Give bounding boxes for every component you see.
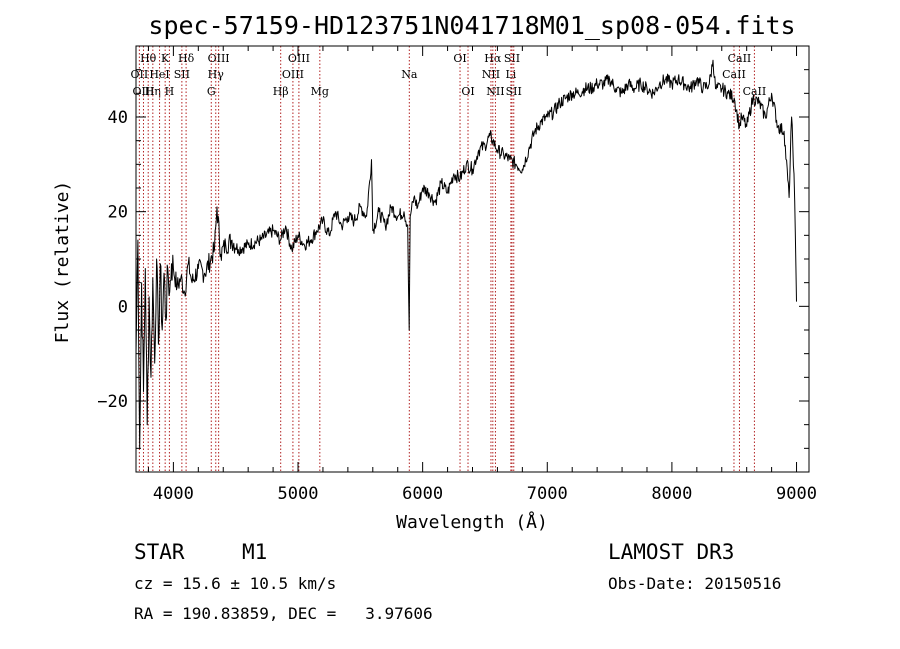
marker-label-9: OIII: [208, 52, 230, 65]
marker-label-13: OIII: [282, 68, 304, 81]
marker-label-27: CaII: [743, 85, 767, 98]
x-axis: 4000 5000 6000 7000 8000 9000: [147, 46, 817, 504]
marker-label-14: OIII: [288, 52, 310, 65]
series-line-0: [135, 59, 797, 449]
marker-label-0: Hθ: [140, 52, 157, 65]
marker-label-25: CaII: [728, 52, 752, 65]
marker-label-19: Hα: [484, 52, 502, 65]
marker-label-24: SII: [506, 85, 522, 98]
x-tick-label-9000: 9000: [776, 484, 817, 504]
observation-date: Obs-Date: 20150516: [608, 574, 782, 593]
marker-label-6: H: [165, 85, 175, 98]
x-tick-label-5000: 5000: [278, 484, 319, 504]
marker-label-7: SII: [174, 68, 190, 81]
survey-name: LAMOST DR3: [608, 540, 735, 564]
object-subclass: M1: [242, 540, 268, 564]
y-tick-label-0: 0: [118, 297, 128, 317]
plot-frame: [135, 45, 810, 473]
y-tick-label-40: 40: [108, 108, 128, 128]
marker-label-3: Hη: [145, 85, 161, 98]
chart-title: spec-57159-HD123751N041718M01_sp08-054.f…: [148, 11, 795, 40]
spectrum-chart: spec-57159-HD123751N041718M01_sp08-054.f…: [52, 11, 817, 533]
x-axis-label: Wavelength (Å): [396, 511, 548, 533]
marker-label-23: Li: [505, 68, 516, 81]
sky-coordinates: RA = 190.83859, DEC = 3.97606: [134, 604, 433, 623]
y-axis: −20 0 20 40: [97, 69, 809, 449]
marker-label-16: Na: [401, 68, 418, 81]
marker-label-10: Hγ: [208, 68, 225, 81]
marker-label-2: OIII: [132, 85, 154, 98]
y-tick-label-20: 20: [108, 203, 128, 223]
marker-label-22: SII: [504, 52, 520, 65]
marker-label-15: Mg: [311, 85, 329, 98]
x-tick-label-7000: 7000: [527, 484, 568, 504]
marker-label-21: NII: [486, 85, 504, 98]
series-layer: [135, 59, 797, 449]
object-class: STAR: [134, 540, 185, 564]
x-tick-label-4000: 4000: [153, 484, 194, 504]
y-axis-label: Flux (relative): [52, 181, 73, 344]
y-tick-label--20: −20: [97, 392, 128, 412]
marker-label-12: Hβ: [273, 85, 289, 98]
marker-label-18: OI: [461, 85, 474, 98]
marker-label-20: NII: [482, 68, 500, 81]
marker-label-26: CaII: [722, 68, 746, 81]
redshift-cz: cz = 15.6 ± 10.5 km/s: [134, 574, 337, 593]
x-tick-label-6000: 6000: [402, 484, 443, 504]
marker-label-5: K: [161, 52, 170, 65]
marker-label-17: OI: [453, 52, 466, 65]
marker-label-11: G: [207, 85, 216, 98]
marker-label-4: HeI: [149, 68, 169, 81]
marker-label-8: Hδ: [178, 52, 195, 65]
x-tick-label-8000: 8000: [651, 484, 692, 504]
